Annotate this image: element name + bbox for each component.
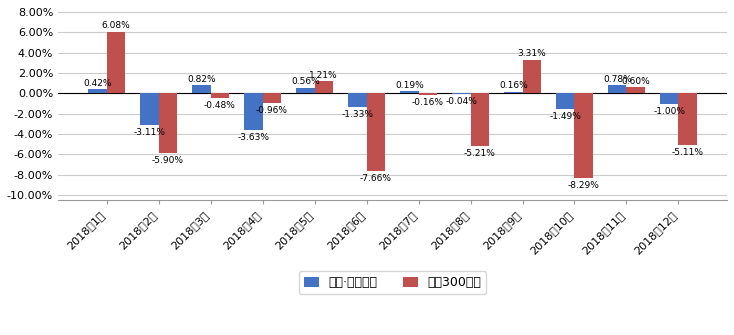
- Bar: [315, 81, 333, 93]
- Text: 0.60%: 0.60%: [621, 77, 650, 86]
- Bar: [263, 93, 281, 103]
- Text: 6.08%: 6.08%: [101, 21, 130, 30]
- Bar: [661, 93, 678, 104]
- Text: -0.16%: -0.16%: [412, 98, 443, 107]
- Bar: [400, 91, 418, 93]
- Bar: [575, 93, 592, 178]
- Bar: [211, 93, 229, 98]
- Text: -5.21%: -5.21%: [464, 149, 495, 158]
- Legend: 融智·综合指数, 沪深300指数: 融智·综合指数, 沪深300指数: [299, 271, 487, 294]
- Text: 0.42%: 0.42%: [84, 79, 112, 87]
- Bar: [244, 93, 263, 130]
- Bar: [366, 93, 385, 171]
- Text: -1.33%: -1.33%: [341, 110, 374, 119]
- Bar: [523, 60, 541, 93]
- Bar: [470, 93, 489, 146]
- Text: -0.48%: -0.48%: [204, 101, 236, 110]
- Text: -5.11%: -5.11%: [672, 148, 704, 157]
- Text: -3.63%: -3.63%: [238, 133, 269, 142]
- Bar: [192, 85, 211, 93]
- Text: -0.04%: -0.04%: [446, 97, 477, 106]
- Bar: [627, 87, 644, 93]
- Text: 0.82%: 0.82%: [187, 74, 216, 83]
- Text: -1.00%: -1.00%: [653, 107, 686, 116]
- Text: -8.29%: -8.29%: [567, 181, 600, 190]
- Text: 0.78%: 0.78%: [603, 75, 632, 84]
- Text: -7.66%: -7.66%: [360, 174, 392, 183]
- Bar: [89, 89, 106, 93]
- Text: 3.31%: 3.31%: [517, 49, 546, 58]
- Text: 0.19%: 0.19%: [395, 81, 424, 90]
- Text: 0.16%: 0.16%: [499, 81, 528, 90]
- Bar: [452, 93, 470, 94]
- Bar: [140, 93, 159, 125]
- Bar: [608, 85, 627, 93]
- Text: -0.96%: -0.96%: [255, 106, 288, 115]
- Bar: [159, 93, 177, 153]
- Text: 0.56%: 0.56%: [291, 77, 320, 86]
- Text: -1.49%: -1.49%: [550, 112, 581, 121]
- Text: -5.90%: -5.90%: [152, 156, 184, 165]
- Bar: [556, 93, 575, 109]
- Bar: [678, 93, 697, 145]
- Bar: [418, 93, 437, 95]
- Bar: [106, 31, 125, 93]
- Text: -3.11%: -3.11%: [134, 128, 166, 137]
- Bar: [349, 93, 366, 107]
- Bar: [297, 88, 315, 93]
- Text: 1.21%: 1.21%: [309, 71, 338, 79]
- Bar: [504, 92, 523, 93]
